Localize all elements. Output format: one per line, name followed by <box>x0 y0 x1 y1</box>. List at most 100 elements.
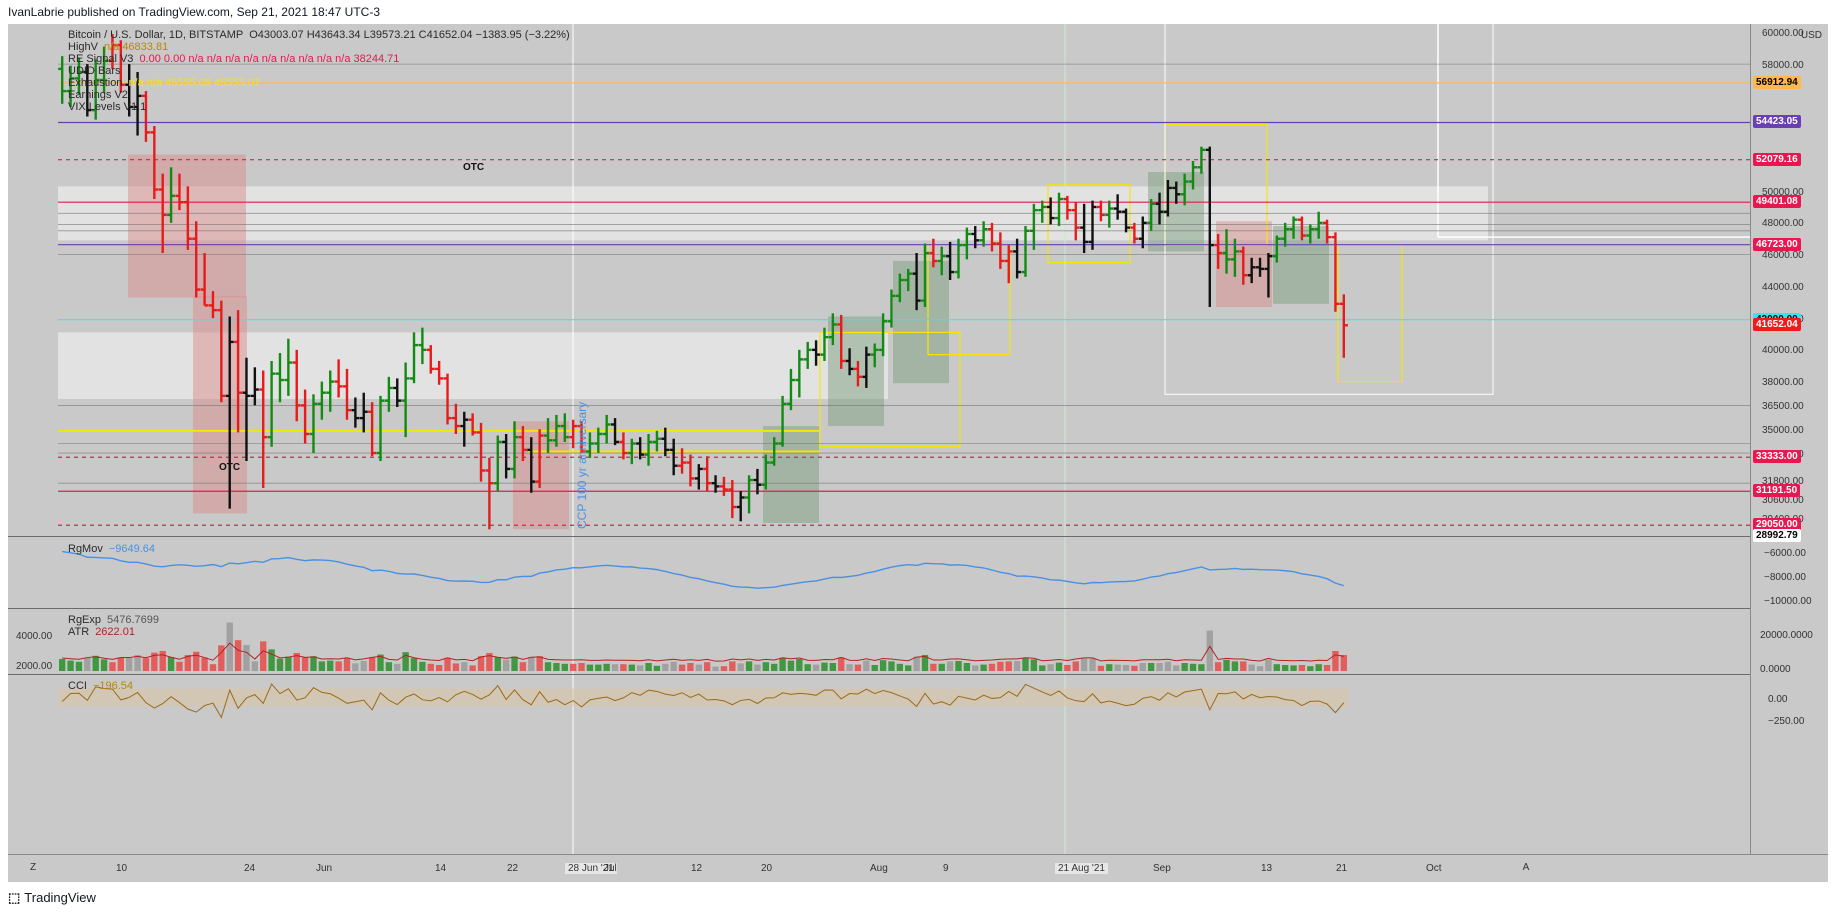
candle-bar <box>912 253 921 311</box>
volume-bar <box>1248 664 1255 671</box>
volume-bar <box>310 656 317 671</box>
volume-bar <box>251 661 259 671</box>
volume-bar <box>1089 658 1096 671</box>
rgexp-right-tick-label: 0.0000 <box>1760 664 1791 675</box>
volume-bar <box>678 664 686 671</box>
candle-bar <box>1323 219 1332 244</box>
candle-bar <box>435 360 444 385</box>
time-axis-label: 24 <box>244 863 256 874</box>
candle-bar <box>1138 216 1147 249</box>
rgmov-tick-label: −6000.00 <box>1764 548 1806 559</box>
volume-bar <box>419 661 426 671</box>
indicator-legend-row[interactable]: Exhaustion n/a n/a 45555.08 45555.07 <box>68 77 570 89</box>
volume-bar <box>704 662 711 671</box>
time-axis-label: 22 <box>507 863 519 874</box>
footer-brand[interactable]: ⬚ TradingView <box>8 886 96 910</box>
volume-bar <box>662 663 669 671</box>
price-tick-label: 38000.00 <box>1762 377 1804 389</box>
candle-bar <box>317 381 326 420</box>
time-axis[interactable] <box>8 854 1828 882</box>
candle-bar <box>359 392 368 433</box>
candle-bar <box>384 376 393 412</box>
candle-bar <box>460 411 469 447</box>
pane-separator[interactable] <box>8 536 1828 537</box>
chart-canvas[interactable] <box>8 24 1828 882</box>
candle-bar <box>736 491 745 522</box>
volume-bar <box>260 641 267 671</box>
chart-frame[interactable]: Bitcoin / U.S. Dollar, 1D, BITSTAMP O4300… <box>8 24 1828 882</box>
volume-bar <box>561 663 568 671</box>
ccp-anniversary-note: CCP 100 yr anniversary <box>575 401 589 529</box>
indicator-legend-row[interactable]: RE Signal V3 0.00 0.00 n/a n/a n/a n/a n/… <box>68 53 570 65</box>
indicator-legend-row[interactable]: VIX Levels V1.1 <box>68 101 570 113</box>
volume-bar <box>1290 665 1297 671</box>
candle-bar <box>1256 257 1265 277</box>
time-axis-label: 13 <box>1261 863 1273 874</box>
volume-bar <box>821 662 828 671</box>
pane-separator[interactable] <box>8 608 1828 609</box>
pane-separator[interactable] <box>8 674 1828 675</box>
volume-bar <box>494 656 501 671</box>
candle-bar <box>627 438 636 465</box>
volume-bar <box>285 656 292 671</box>
candle-bar <box>351 397 360 428</box>
volume-bar <box>1240 661 1247 671</box>
indicator-legend-row[interactable]: UDID Bars <box>68 65 570 77</box>
volume-bar <box>1265 659 1272 671</box>
candle-bar <box>267 360 276 447</box>
auto-scale-button[interactable]: A <box>1522 862 1530 873</box>
candle-bar <box>602 414 611 444</box>
volume-bar <box>787 660 795 671</box>
volume-bar <box>134 654 141 671</box>
volume-bar <box>1064 664 1071 671</box>
indicator-name: RE Signal V3 <box>68 53 134 65</box>
volume-bar <box>1047 664 1054 671</box>
shaded-box <box>763 426 819 523</box>
candle-bar <box>535 429 544 488</box>
indicator-legend-row[interactable]: HighV n/a 46833.81 <box>68 41 570 53</box>
volume-bar <box>595 664 602 671</box>
volume-bar <box>1122 664 1130 671</box>
volume-bar <box>528 656 535 671</box>
volume-bar <box>511 656 518 671</box>
candle-bar <box>644 433 653 466</box>
volume-bar <box>1005 661 1012 671</box>
indicator-values: n/a 46833.81 <box>103 41 169 53</box>
cci-tick-label: 0.00 <box>1768 694 1788 705</box>
volume-bar <box>461 662 468 671</box>
candle-bar <box>485 457 494 530</box>
candle-bar <box>887 289 896 328</box>
candle-bar <box>1180 173 1189 206</box>
candle-bar <box>1205 146 1214 307</box>
volume-bar <box>863 660 870 671</box>
rgexp-legend: RgExp 5476.7699 ATR 2622.01 <box>68 614 160 638</box>
volume-bar <box>385 662 393 671</box>
candle-bar <box>987 222 996 252</box>
indicator-name: UDID Bars <box>68 65 121 77</box>
volume-bar <box>846 664 853 671</box>
candle-bar <box>275 353 284 403</box>
volume-bar <box>1323 664 1331 671</box>
indicator-name: Exhaustion <box>68 77 123 89</box>
time-axis-label: Sep <box>1153 863 1171 874</box>
zoom-button[interactable]: Z <box>29 862 37 873</box>
volume-bar <box>636 665 644 671</box>
candle-bar <box>1029 203 1038 250</box>
volume-bar <box>142 658 150 671</box>
candle-bar <box>1096 200 1105 222</box>
candle-bar <box>301 389 310 444</box>
rgmov-tick-label: −8000.00 <box>1764 572 1806 583</box>
candle-bar <box>1306 224 1315 244</box>
volume-bar <box>167 656 175 671</box>
volume-bar <box>1131 665 1138 671</box>
indicator-legend-row[interactable]: Earnings V2 <box>68 89 570 101</box>
candle-bar <box>1113 194 1122 220</box>
time-axis-label: Aug <box>870 863 888 874</box>
candle-bar <box>418 327 427 365</box>
candle-bar <box>795 349 804 398</box>
candle-bar <box>393 378 402 407</box>
cci-legend: CCI −196.54 <box>68 680 134 692</box>
candle-bar <box>1297 216 1306 241</box>
volume-bar <box>151 652 158 671</box>
symbol-title[interactable]: Bitcoin / U.S. Dollar, 1D, BITSTAMP O4300… <box>68 29 570 41</box>
